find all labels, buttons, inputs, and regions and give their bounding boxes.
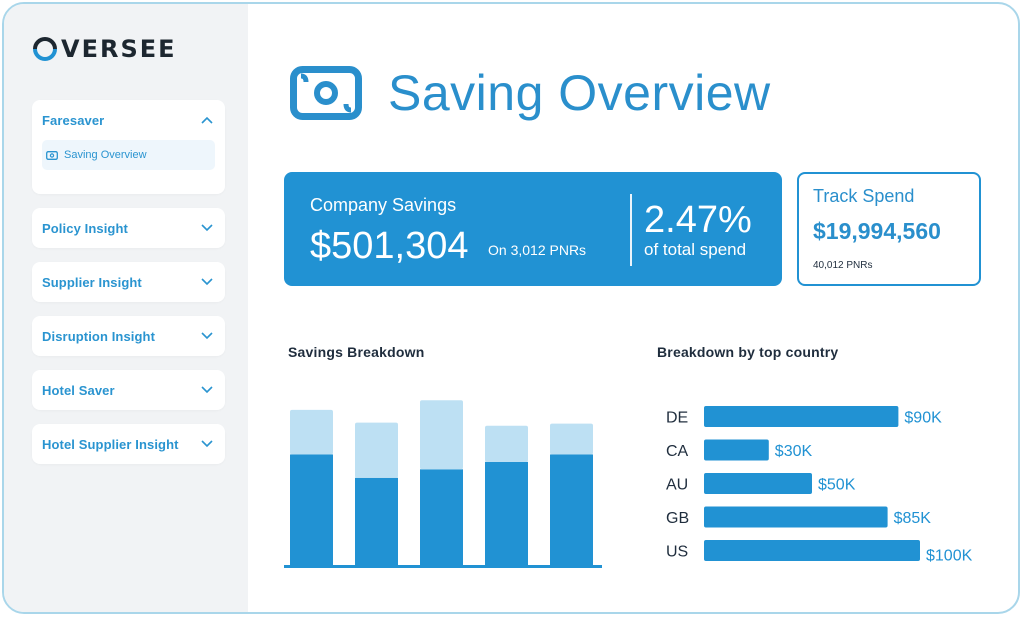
country-bar bbox=[704, 439, 769, 461]
country-value-label: $30K bbox=[775, 443, 813, 460]
card-divider bbox=[630, 194, 632, 266]
savings-breakdown-chart bbox=[284, 400, 602, 568]
chevron-up-icon bbox=[201, 116, 213, 124]
bar-segment bbox=[550, 423, 593, 455]
country-label: US bbox=[666, 544, 688, 561]
page-title: Saving Overview bbox=[388, 65, 771, 121]
sidebar-item-label: Hotel Saver bbox=[42, 382, 115, 398]
track-spend-pnrs: 40,012 PNRs bbox=[813, 260, 873, 271]
money-icon bbox=[290, 66, 362, 120]
sidebar-item-policy-insight[interactable]: Policy Insight bbox=[32, 208, 225, 248]
bar-segment bbox=[485, 461, 528, 566]
sidebar-subitem-saving-overview[interactable]: Saving Overview bbox=[42, 140, 215, 170]
logo-o-mark-icon bbox=[33, 37, 57, 61]
bar-segment bbox=[290, 454, 333, 566]
sidebar-item-faresaver[interactable]: Faresaver bbox=[32, 100, 225, 140]
bar-segment bbox=[355, 477, 398, 566]
company-savings-card: Company Savings $501,304 On 3,012 PNRs 2… bbox=[284, 172, 782, 286]
country-value-label: $100K bbox=[926, 548, 973, 565]
bar-segment bbox=[420, 469, 463, 566]
page-header: Saving Overview bbox=[290, 64, 771, 122]
country-label: GB bbox=[666, 510, 689, 527]
sidebar-item-label: Supplier Insight bbox=[42, 274, 142, 290]
country-value-label: $50K bbox=[818, 477, 856, 494]
savings-percent: 2.47% bbox=[644, 199, 752, 241]
savings-percent-label: of total spend bbox=[644, 240, 747, 259]
oversee-logo[interactable]: VERSEE bbox=[32, 36, 177, 62]
country-bar bbox=[704, 506, 888, 528]
country-value-label: $90K bbox=[904, 410, 942, 427]
sidebar-item-disruption-insight[interactable]: Disruption Insight bbox=[32, 316, 225, 356]
money-icon bbox=[46, 150, 58, 160]
chevron-down-icon bbox=[201, 386, 213, 394]
country-label: CA bbox=[666, 443, 689, 460]
company-savings-pnrs: On 3,012 PNRs bbox=[488, 242, 587, 258]
country-breakdown-title: Breakdown by top country bbox=[657, 344, 839, 360]
logo-text: VERSEE bbox=[61, 35, 177, 63]
sidebar-item-hotel-supplier-insight[interactable]: Hotel Supplier Insight bbox=[32, 424, 225, 464]
country-bar bbox=[704, 540, 920, 561]
track-spend-card[interactable]: Track Spend $19,994,560 40,012 PNRs bbox=[797, 172, 981, 286]
track-spend-amount: $19,994,560 bbox=[813, 218, 941, 244]
company-savings-label: Company Savings bbox=[310, 195, 457, 215]
chevron-down-icon bbox=[201, 224, 213, 232]
country-label: AU bbox=[666, 477, 688, 494]
bar-segment bbox=[550, 454, 593, 566]
chevron-down-icon bbox=[201, 332, 213, 340]
country-breakdown-chart: DE $90K CA $30K AU $50K GB $85K US $100K bbox=[666, 406, 973, 565]
country-label: DE bbox=[666, 410, 688, 427]
sidebar-subitem-label: Saving Overview bbox=[64, 149, 147, 161]
sidebar-group-faresaver: Faresaver Saving Overview bbox=[32, 100, 225, 194]
sidebar-item-supplier-insight[interactable]: Supplier Insight bbox=[32, 262, 225, 302]
country-bar bbox=[704, 406, 899, 427]
bar-segment bbox=[485, 425, 528, 462]
track-spend-label: Track Spend bbox=[813, 186, 915, 206]
sidebar-item-label: Policy Insight bbox=[42, 220, 128, 236]
savings-breakdown-title: Savings Breakdown bbox=[288, 344, 425, 360]
sidebar-item-hotel-saver[interactable]: Hotel Saver bbox=[32, 370, 225, 410]
sidebar-item-label: Disruption Insight bbox=[42, 328, 156, 344]
chevron-down-icon bbox=[201, 440, 213, 448]
chevron-down-icon bbox=[201, 278, 213, 286]
country-bar bbox=[704, 473, 812, 494]
bar-segment bbox=[355, 422, 398, 478]
sidebar-item-label: Faresaver bbox=[42, 112, 105, 128]
company-savings-amount: $501,304 bbox=[310, 225, 469, 267]
country-value-label: $85K bbox=[894, 510, 932, 527]
sidebar-item-label: Hotel Supplier Insight bbox=[42, 436, 179, 452]
bar-segment bbox=[420, 400, 463, 470]
bar-segment bbox=[290, 409, 333, 455]
sidebar: VERSEE Faresaver Saving Overview Policy … bbox=[4, 4, 248, 612]
